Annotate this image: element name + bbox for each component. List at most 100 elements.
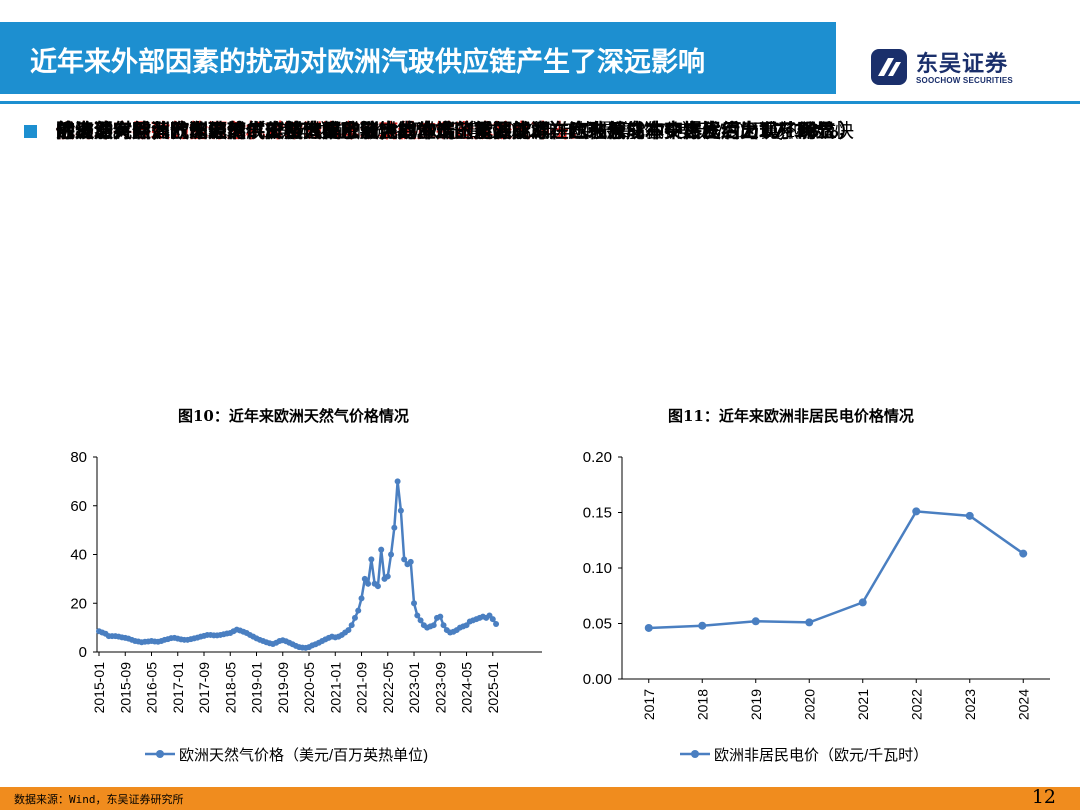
- x-tick-label: 2016-05: [144, 662, 160, 714]
- data-point: [388, 551, 395, 558]
- x-tick-label: 2019-09: [275, 662, 291, 714]
- data-point: [361, 575, 368, 582]
- bullet-1-line-2-rest: 虽然新的进口来源能在一定程度上填补俄气: [474, 120, 836, 142]
- data-point: [912, 507, 921, 516]
- y-tick-label: 0: [79, 644, 87, 661]
- y-tick-label: 0.00: [583, 671, 612, 688]
- bullet-1-line-4: 速上涨，从此前的平均4-5美元/百万英热单位上涨至2022年年中最高约70美元/…: [56, 120, 856, 142]
- x-tick-label: 2023: [962, 689, 978, 720]
- bullet-1-line-5: 后续虽有回落，但相比2021年之前的价格仍处于高位。: [56, 120, 523, 142]
- series-line: [648, 510, 1024, 630]
- figure-11-title: 图11：近年来欧洲非居民电价格情况: [668, 407, 914, 425]
- x-tick-label: 2022-05: [380, 662, 396, 714]
- footer-source: 数据来源：Wind，东吴证券研究所: [14, 793, 184, 806]
- data-point: [374, 583, 381, 590]
- x-tick-label: 2015-09: [117, 662, 133, 714]
- page-title: 近年来外部因素的扰动对欧洲汽玻供应链产生了深远影响: [30, 47, 705, 78]
- data-point: [698, 621, 707, 630]
- checkmark-icon: ✓: [22, 119, 39, 143]
- x-tick-label: 2017-09: [196, 662, 212, 714]
- x-tick-label: 2020: [801, 689, 817, 720]
- bullet-1-line-2: 的波动对欧洲汽车玻璃供应链造成了较大的冲击。虽然新的进口来源能在一定程度上填补俄…: [56, 116, 835, 147]
- data-point: [430, 622, 437, 629]
- footer-bar: [0, 787, 1080, 810]
- bullet-2-line-2: 的上涨。: [56, 120, 133, 142]
- y-tick-label: 0.10: [583, 560, 612, 577]
- y-tick-label: 20: [70, 595, 87, 612]
- data-point: [1019, 549, 1028, 558]
- header-rule: [0, 101, 1080, 104]
- page-number: 12: [1031, 786, 1056, 808]
- x-tick-label: 2017: [641, 689, 657, 720]
- logo-english-name: SOOCHOW SECURITIES: [916, 76, 1013, 85]
- x-tick-label: 2019: [748, 689, 764, 720]
- data-point: [401, 556, 408, 563]
- y-tick-label: 80: [70, 449, 87, 466]
- y-tick-label: 60: [70, 498, 87, 515]
- data-point: [437, 613, 444, 620]
- data-point: [378, 546, 385, 553]
- data-point: [751, 617, 760, 626]
- x-tick-label: 2020-05: [301, 662, 317, 714]
- data-point: [345, 627, 352, 634]
- square-bullet-icon: [24, 125, 37, 138]
- x-tick-label: 2021-09: [354, 662, 370, 714]
- data-point: [805, 618, 814, 627]
- data-point: [414, 612, 421, 619]
- title-bar: 近年来外部因素的扰动对欧洲汽玻供应链产生了深远影响: [0, 22, 836, 94]
- y-tick-label: 0.15: [583, 505, 612, 522]
- data-point: [394, 478, 401, 485]
- data-point: [358, 595, 365, 602]
- bullet-1-line-2-bold: 的波动对欧洲汽车玻璃供应链造成了较大的冲击。: [56, 120, 475, 142]
- x-tick-label: 2019-01: [249, 662, 265, 714]
- x-tick-label: 2024: [1015, 689, 1031, 720]
- data-point: [355, 607, 362, 614]
- x-tick-label: 2023-01: [406, 662, 422, 714]
- data-point: [489, 616, 496, 623]
- data-point: [397, 507, 404, 514]
- legend-label: 欧洲天然气价格（美元/百万英热单位): [179, 746, 428, 764]
- x-tick-label: 2018: [694, 689, 710, 720]
- soochow-logo-icon: [871, 49, 907, 85]
- series-line: [98, 481, 498, 650]
- legend-marker: [156, 750, 164, 758]
- bullet-1-line-1: 俄乌冲突后，欧洲天然气价格大幅上涨，成本端（能源成本在汽玻总成本中占比约为17-…: [56, 120, 858, 142]
- bullet-1-line-3: 的缺口，但替代来源的成本和供应稳定性均造成了新的挑战。欧洲天然气价格从2021Q…: [56, 120, 855, 142]
- data-point: [391, 524, 398, 531]
- data-point: [384, 573, 391, 580]
- data-point: [417, 617, 424, 624]
- y-tick-label: 40: [70, 547, 87, 564]
- checkmark-icon: ✓: [22, 119, 39, 143]
- data-point: [493, 620, 500, 627]
- legend-label: 欧洲非居民电价（欧元/千瓦时）: [714, 747, 928, 764]
- data-point: [965, 511, 974, 520]
- data-point: [351, 614, 358, 621]
- data-point: [644, 623, 653, 632]
- x-tick-label: 2024-05: [459, 662, 475, 714]
- x-tick-label: 2017-01: [170, 662, 186, 714]
- data-point: [365, 580, 372, 587]
- data-point: [411, 600, 418, 607]
- figure-10-title: 图10：近年来欧洲天然气价格情况: [178, 407, 409, 425]
- data-point: [368, 556, 375, 563]
- x-tick-label: 2018-05: [222, 662, 238, 714]
- y-tick-label: 0.20: [583, 449, 612, 466]
- bullet-2-line-1: 除天然气外，欧洲电价（天然气是欧洲电力生产的重要能源）也在俄乌冲突爆发后出现了明…: [56, 120, 836, 142]
- electricity-price-chart: 0.00 0.05 0.10 0.15 0.20 2017 2018 2019 2020 2021…: [583, 449, 1050, 764]
- x-tick-label: 2025-01: [485, 662, 501, 714]
- y-tick-label: 0.05: [583, 616, 612, 633]
- logo-chinese-name: 东吴证券: [916, 52, 1009, 77]
- data-point: [348, 622, 355, 629]
- x-tick-label: 2021-01: [327, 662, 343, 714]
- data-point: [440, 622, 447, 629]
- legend-marker: [691, 750, 699, 758]
- data-point: [858, 598, 867, 607]
- gas-price-chart: 0 20 40 60 80 2015-01 2015-09 2016-05 2017-01 201…: [70, 449, 542, 764]
- company-logo: 东吴证券 SOOCHOW SECURITIES: [870, 44, 1040, 90]
- x-tick-label: 2021: [855, 689, 871, 720]
- bullet-heading-text: 俄乌冲突导致的能源危机对欧洲汽车玻璃供应链造成较大冲击。: [56, 120, 589, 142]
- x-tick-label: 2022: [908, 689, 924, 720]
- x-tick-label: 2015-01: [91, 662, 107, 714]
- data-point: [407, 558, 414, 565]
- x-tick-label: 2023-09: [432, 662, 448, 714]
